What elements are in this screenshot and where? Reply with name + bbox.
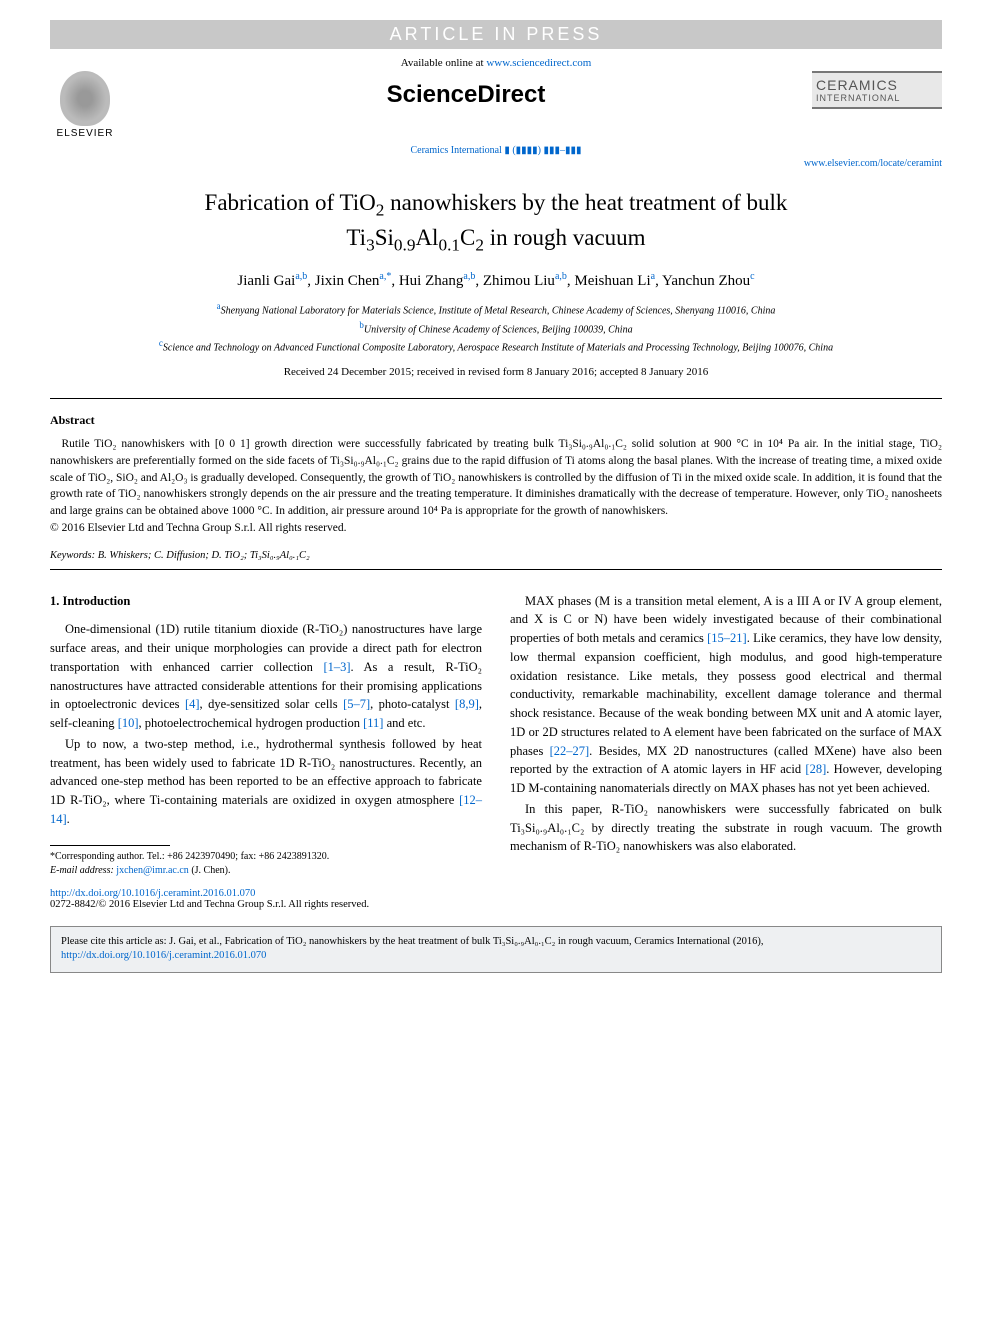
right-column: MAX phases (M is a transition metal elem… bbox=[510, 592, 942, 878]
footnote-email-label: E-mail address: bbox=[50, 865, 116, 876]
title-sub: 2 bbox=[475, 235, 484, 254]
title-text: C bbox=[460, 225, 475, 250]
keywords-label: Keywords: bbox=[50, 550, 95, 561]
intro-paragraph-1: One-dimensional (1D) rutile titanium dio… bbox=[50, 620, 482, 733]
body-text: , dye-sensitized solar cells bbox=[200, 697, 344, 711]
page: ARTICLE IN PRESS Available online at www… bbox=[0, 0, 992, 1323]
author-name: Meishuan Li bbox=[574, 273, 650, 289]
citation-link[interactable]: [15–21] bbox=[707, 631, 747, 645]
citation-doi-link[interactable]: http://dx.doi.org/10.1016/j.ceramint.201… bbox=[61, 950, 266, 961]
available-online-prefix: Available online at bbox=[401, 57, 487, 69]
intro-paragraph-4: In this paper, R-TiO₂ nanowhiskers were … bbox=[510, 800, 942, 856]
abstract-heading: Abstract bbox=[50, 413, 942, 428]
ceramics-journal-logo: CERAMICS INTERNATIONAL bbox=[812, 71, 942, 109]
footnote-email-paren: (J. Chen). bbox=[189, 865, 231, 876]
author-aff: a,b bbox=[463, 271, 475, 282]
author: Zhimou Liua,b bbox=[483, 273, 567, 289]
keywords-text: B. Whiskers; C. Diffusion; D. TiO₂; Ti₃S… bbox=[95, 550, 310, 561]
title-text: nanowhiskers by the heat treatment of bu… bbox=[384, 190, 787, 215]
author-name: Yanchun Zhou bbox=[662, 273, 750, 289]
body-text: and etc. bbox=[383, 716, 425, 730]
ceramics-line2: INTERNATIONAL bbox=[816, 93, 938, 103]
footnote-email-link[interactable]: jxchen@imr.ac.cn bbox=[116, 865, 189, 876]
author-aff: a,b bbox=[555, 271, 567, 282]
affiliation-b: University of Chinese Academy of Science… bbox=[364, 324, 633, 335]
author: Jixin Chena,* bbox=[315, 273, 392, 289]
elsevier-tree-icon bbox=[60, 71, 110, 126]
citation-link[interactable]: [4] bbox=[185, 697, 200, 711]
citation-link[interactable]: [5–7] bbox=[343, 697, 370, 711]
available-online-link[interactable]: www.sciencedirect.com bbox=[486, 57, 591, 69]
title-sub: 0.1 bbox=[438, 235, 460, 254]
journal-url[interactable]: www.elsevier.com/locate/ceramint bbox=[50, 158, 942, 169]
citation-link[interactable]: [10] bbox=[118, 716, 139, 730]
author-name: Hui Zhang bbox=[399, 273, 464, 289]
author-list: Jianli Gaia,b, Jixin Chena,*, Hui Zhanga… bbox=[50, 271, 942, 290]
author: Jianli Gaia,b bbox=[237, 273, 307, 289]
citation-box: Please cite this article as: J. Gai, et … bbox=[50, 926, 942, 973]
affiliation-a: Shenyang National Laboratory for Materia… bbox=[221, 305, 776, 316]
sciencedirect-logo: ScienceDirect bbox=[120, 71, 812, 109]
footnote-email-line: E-mail address: jxchen@imr.ac.cn (J. Che… bbox=[50, 864, 482, 878]
article-title: Fabrication of TiO 2 nanowhiskers by the … bbox=[50, 187, 942, 257]
footnote-corr: *Corresponding author. Tel.: +86 2423970… bbox=[50, 850, 482, 864]
body-text: Up to now, a two-step method, i.e., hydr… bbox=[50, 737, 482, 807]
author-aff: a bbox=[651, 271, 655, 282]
footnote-separator bbox=[50, 845, 170, 846]
abstract-copyright: © 2016 Elsevier Ltd and Techna Group S.r… bbox=[50, 522, 942, 534]
body-columns: 1. Introduction One-dimensional (1D) rut… bbox=[50, 592, 942, 878]
body-text: . bbox=[67, 812, 70, 826]
title-text: Ti bbox=[346, 225, 366, 250]
journal-reference: Ceramics International ▮ (▮▮▮▮) ▮▮▮–▮▮▮ bbox=[50, 145, 942, 156]
affiliation-c: Science and Technology on Advanced Funct… bbox=[163, 343, 833, 354]
citation-link[interactable]: [28] bbox=[805, 762, 826, 776]
citation-link[interactable]: [8,9] bbox=[455, 697, 479, 711]
doi-link[interactable]: http://dx.doi.org/10.1016/j.ceramint.201… bbox=[50, 888, 255, 899]
author-name: Zhimou Liu bbox=[483, 273, 555, 289]
elsevier-label: ELSEVIER bbox=[57, 128, 114, 139]
affiliations: aShenyang National Laboratory for Materi… bbox=[50, 300, 942, 356]
elsevier-logo: ELSEVIER bbox=[50, 71, 120, 139]
abstract-body: Rutile TiO₂ nanowhiskers with [0 0 1] gr… bbox=[50, 436, 942, 519]
title-text: Al bbox=[415, 225, 438, 250]
citation-link[interactable]: [1–3] bbox=[323, 660, 350, 674]
divider bbox=[50, 398, 942, 399]
intro-paragraph-3: MAX phases (M is a transition metal elem… bbox=[510, 592, 942, 798]
divider bbox=[50, 569, 942, 570]
title-text: Fabrication of TiO bbox=[205, 190, 376, 215]
title-text: Si bbox=[375, 225, 394, 250]
title-text: in rough vacuum bbox=[484, 225, 646, 250]
title-sub: 0.9 bbox=[394, 235, 416, 254]
citation-link[interactable]: [11] bbox=[363, 716, 383, 730]
body-text: . Like ceramics, they have low density, … bbox=[510, 631, 942, 758]
citation-text: Please cite this article as: J. Gai, et … bbox=[61, 936, 763, 947]
author-aff: a,* bbox=[379, 271, 391, 282]
corresponding-author-footnote: *Corresponding author. Tel.: +86 2423970… bbox=[50, 850, 482, 878]
article-in-press-banner: ARTICLE IN PRESS bbox=[50, 20, 942, 49]
author-aff: c bbox=[750, 271, 754, 282]
intro-paragraph-2: Up to now, a two-step method, i.e., hydr… bbox=[50, 735, 482, 829]
section-heading-intro: 1. Introduction bbox=[50, 592, 482, 611]
header-row: ELSEVIER ScienceDirect CERAMICS INTERNAT… bbox=[50, 71, 942, 139]
ceramics-line1: CERAMICS bbox=[816, 77, 938, 93]
available-online-line: Available online at www.sciencedirect.co… bbox=[50, 57, 942, 69]
title-sub: 3 bbox=[366, 235, 375, 254]
author: Meishuan Lia bbox=[574, 273, 655, 289]
article-dates: Received 24 December 2015; received in r… bbox=[50, 366, 942, 378]
doi-block: http://dx.doi.org/10.1016/j.ceramint.201… bbox=[50, 888, 942, 910]
body-text: , photoelectrochemical hydrogen producti… bbox=[139, 716, 364, 730]
author-name: Jianli Gai bbox=[237, 273, 295, 289]
author: Hui Zhanga,b bbox=[399, 273, 476, 289]
keywords: Keywords: B. Whiskers; C. Diffusion; D. … bbox=[50, 550, 942, 561]
author: Yanchun Zhouc bbox=[662, 273, 755, 289]
body-text: , photo-catalyst bbox=[370, 697, 455, 711]
author-aff: a,b bbox=[295, 271, 307, 282]
citation-link[interactable]: [22–27] bbox=[550, 744, 590, 758]
author-name: Jixin Chen bbox=[315, 273, 380, 289]
issn-copyright: 0272-8842/© 2016 Elsevier Ltd and Techna… bbox=[50, 899, 942, 910]
left-column: 1. Introduction One-dimensional (1D) rut… bbox=[50, 592, 482, 878]
